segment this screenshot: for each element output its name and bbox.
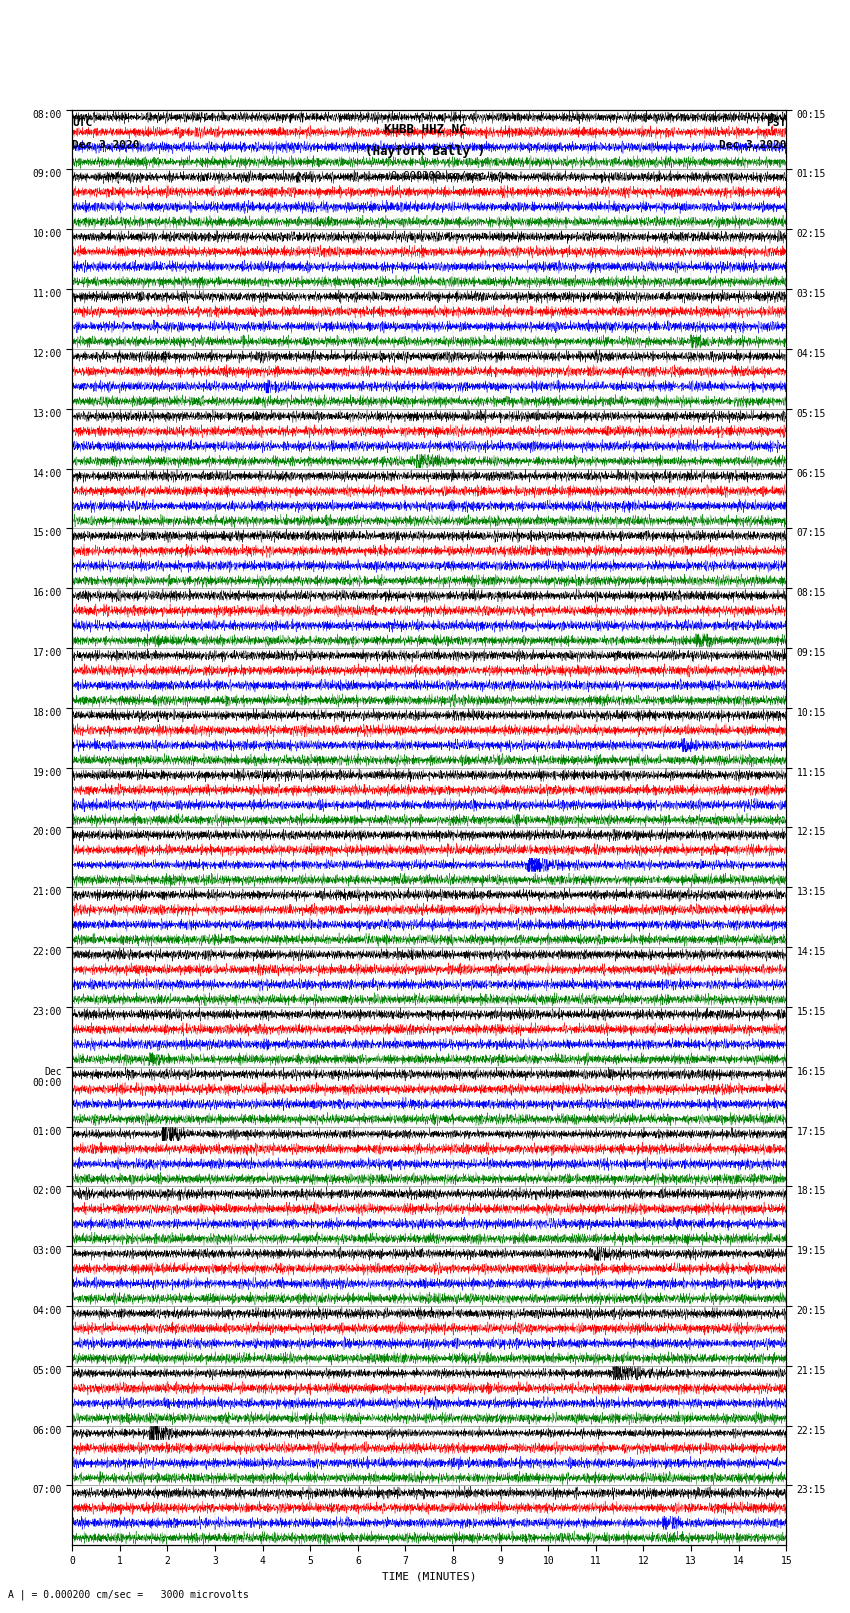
Text: UTC: UTC	[72, 118, 93, 127]
Text: A | = 0.000200 cm/sec =   3000 microvolts: A | = 0.000200 cm/sec = 3000 microvolts	[8, 1589, 249, 1600]
X-axis label: TIME (MINUTES): TIME (MINUTES)	[382, 1571, 477, 1581]
Text: Dec 3,2020: Dec 3,2020	[719, 140, 786, 150]
Text: KHBB HHZ NC: KHBB HHZ NC	[383, 123, 467, 135]
Text: Dec 3,2020: Dec 3,2020	[72, 140, 139, 150]
Text: (Hayfork Bally ): (Hayfork Bally )	[365, 145, 485, 158]
Text: | = 0.000200 cm/sec: | = 0.000200 cm/sec	[366, 171, 484, 182]
Text: PST: PST	[766, 118, 786, 127]
